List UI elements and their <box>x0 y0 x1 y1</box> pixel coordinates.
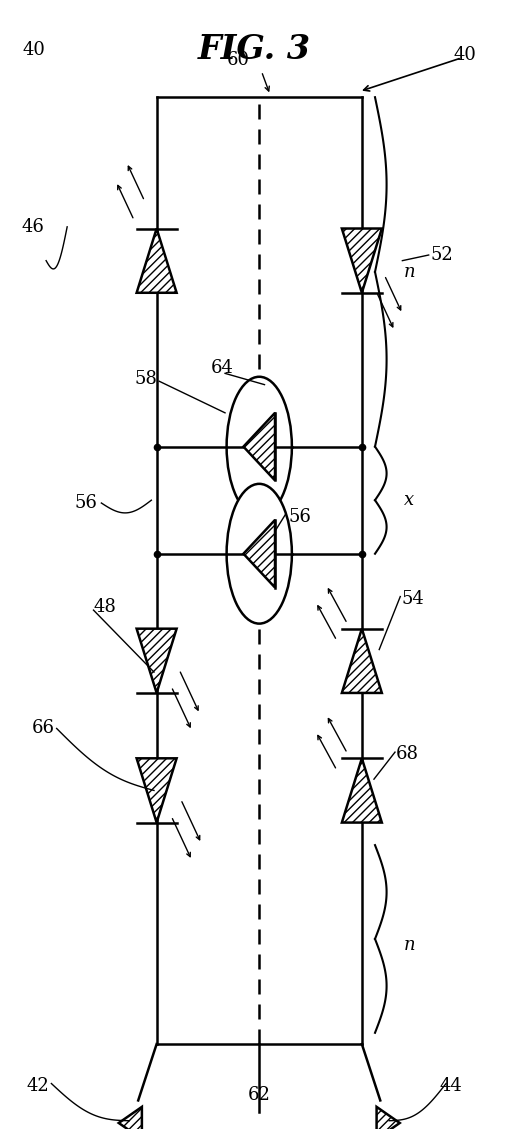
Polygon shape <box>342 758 382 823</box>
Text: FIG. 3: FIG. 3 <box>197 33 311 66</box>
Text: 44: 44 <box>440 1077 463 1095</box>
Text: 48: 48 <box>94 598 116 616</box>
Text: 62: 62 <box>248 1086 271 1104</box>
Text: 56: 56 <box>288 507 311 525</box>
Polygon shape <box>243 412 275 480</box>
Text: x: x <box>404 492 414 510</box>
Text: n: n <box>404 263 416 281</box>
Polygon shape <box>342 628 382 693</box>
Text: 46: 46 <box>22 218 44 236</box>
Polygon shape <box>342 228 382 293</box>
Text: n: n <box>404 936 416 954</box>
Polygon shape <box>243 520 275 588</box>
Text: 68: 68 <box>396 746 419 764</box>
Text: 64: 64 <box>211 358 234 376</box>
Text: 60: 60 <box>227 51 250 69</box>
Polygon shape <box>136 628 177 693</box>
Text: 66: 66 <box>32 720 55 738</box>
Text: 42: 42 <box>27 1077 50 1095</box>
Polygon shape <box>377 1107 400 1130</box>
Polygon shape <box>118 1107 142 1130</box>
Polygon shape <box>136 758 177 823</box>
Text: 40: 40 <box>454 46 477 64</box>
Text: 54: 54 <box>402 590 424 608</box>
Text: 40: 40 <box>22 41 45 59</box>
Text: 56: 56 <box>74 494 97 512</box>
Circle shape <box>226 484 292 624</box>
Polygon shape <box>136 228 177 293</box>
Circle shape <box>226 376 292 516</box>
Text: 58: 58 <box>135 370 158 388</box>
Text: 52: 52 <box>430 246 453 264</box>
